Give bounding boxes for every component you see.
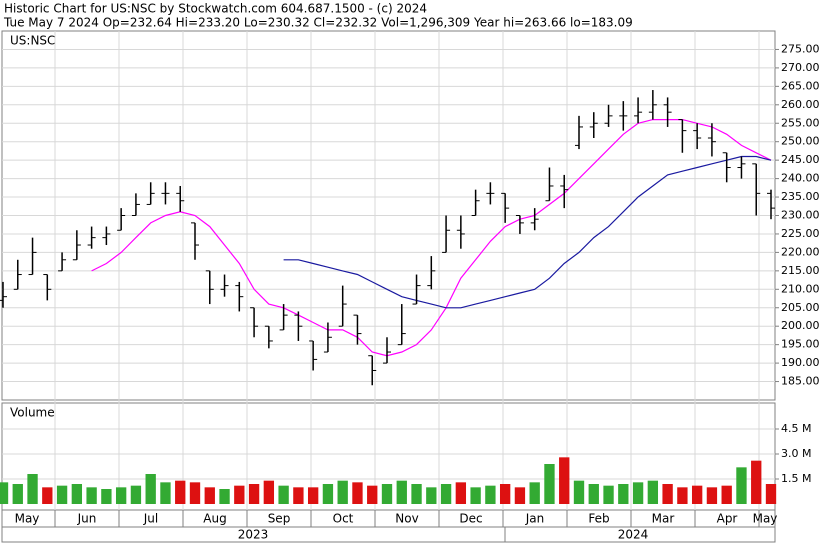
volume-bar	[396, 480, 407, 504]
volume-bar	[12, 484, 23, 504]
volume-bar	[632, 482, 644, 504]
volume-bar	[145, 474, 156, 504]
volume-bar	[455, 482, 467, 504]
y-tick-label: 260.00	[781, 98, 820, 111]
y-tick-label: 230.00	[781, 209, 820, 222]
y-tick-label: 215.00	[781, 264, 820, 277]
volume-bar	[352, 482, 363, 504]
volume-bar	[189, 482, 201, 504]
y-tick-label: 205.00	[781, 301, 820, 314]
volume-bar	[293, 487, 304, 504]
volume-tick-label: 1.5 M	[781, 472, 811, 485]
volume-bar	[529, 482, 540, 504]
moving-average	[91, 119, 772, 357]
volume-tick-label: 4.5 M	[781, 422, 811, 435]
y-tick-label: 185.00	[781, 375, 820, 388]
year-label: 2024	[618, 528, 649, 542]
year-label: 2023	[238, 528, 269, 542]
volume-bar	[86, 487, 97, 504]
month-label: Aug	[203, 512, 226, 526]
volume-bar	[175, 480, 186, 504]
moving-average	[283, 155, 772, 309]
volume-bar	[27, 474, 38, 504]
y-tick-label: 210.00	[781, 282, 820, 295]
y-tick-label: 235.00	[781, 190, 820, 203]
month-label: Nov	[395, 512, 418, 526]
volume-bar	[470, 487, 481, 504]
volume-bar	[248, 484, 260, 504]
volume-bar	[101, 489, 112, 504]
volume-bar	[42, 487, 53, 504]
volume-bar	[322, 484, 334, 504]
y-tick-label: 250.00	[781, 135, 820, 148]
volume-bar	[662, 484, 673, 504]
volume-bar	[499, 484, 511, 504]
volume-tick-label: 3.0 M	[781, 447, 811, 460]
volume-bar	[115, 487, 127, 504]
volume-bar	[721, 485, 732, 504]
month-label: Oct	[333, 512, 354, 526]
volume-bar	[559, 457, 570, 504]
symbol-label: US:NSC	[10, 34, 55, 48]
y-tick-label: 255.00	[781, 116, 820, 129]
volume-bar	[367, 485, 378, 504]
y-tick-label: 245.00	[781, 153, 820, 166]
volume-bar	[618, 484, 629, 504]
month-label: May	[15, 512, 40, 526]
y-tick-label: 270.00	[781, 61, 820, 74]
volume-bar	[204, 487, 215, 504]
volume-bar	[337, 480, 348, 504]
volume-bar	[160, 482, 171, 504]
volume-bar	[219, 489, 230, 504]
volume-bar	[426, 487, 437, 504]
month-label: Sep	[268, 512, 291, 526]
volume-bar	[514, 487, 526, 504]
volume-bar	[677, 487, 688, 504]
volume-bar	[765, 484, 777, 504]
month-label: May	[753, 512, 778, 526]
y-tick-label: 240.00	[781, 172, 820, 185]
volume-bar	[234, 485, 245, 504]
volume-bar	[130, 485, 142, 504]
y-tick-label: 190.00	[781, 356, 820, 369]
chart-title: Historic Chart for US:NSC by Stockwatch.…	[4, 2, 427, 16]
volume-bar	[706, 487, 718, 504]
volume-bar	[278, 485, 289, 504]
volume-bar	[56, 485, 68, 504]
volume-bar	[736, 467, 747, 504]
year-axis	[1, 526, 776, 543]
volume-bar	[691, 485, 703, 504]
volume-bar	[307, 487, 319, 504]
y-tick-label: 220.00	[781, 245, 820, 258]
volume-bar	[411, 484, 422, 504]
chart-subtitle: Tue May 7 2024 Op=232.64 Hi=233.20 Lo=23…	[3, 16, 633, 30]
volume-bar	[588, 484, 599, 504]
month-label: Apr	[717, 512, 738, 526]
y-tick-label: 275.00	[781, 42, 820, 55]
volume-bar	[544, 464, 555, 504]
y-tick-label: 265.00	[781, 79, 820, 92]
volume-bar	[263, 480, 275, 504]
volume-bar	[647, 480, 659, 504]
y-tick-label: 225.00	[781, 227, 820, 240]
volume-bar	[71, 484, 83, 504]
volume-label: Volume	[10, 406, 55, 420]
y-tick-label: 200.00	[781, 319, 820, 332]
month-label: Feb	[588, 512, 609, 526]
volume-bar	[0, 482, 9, 504]
volume-bar	[485, 485, 496, 504]
volume-bar	[381, 484, 393, 504]
volume-bar	[440, 484, 452, 504]
y-tick-label: 195.00	[781, 338, 820, 351]
month-label: Mar	[652, 512, 675, 526]
month-label: Jun	[77, 512, 97, 526]
volume-bar	[751, 460, 762, 504]
volume-bar	[573, 480, 585, 504]
month-label: Jul	[143, 512, 158, 526]
volume-bar	[603, 485, 614, 504]
month-label: Jan	[525, 512, 545, 526]
month-label: Dec	[459, 512, 482, 526]
